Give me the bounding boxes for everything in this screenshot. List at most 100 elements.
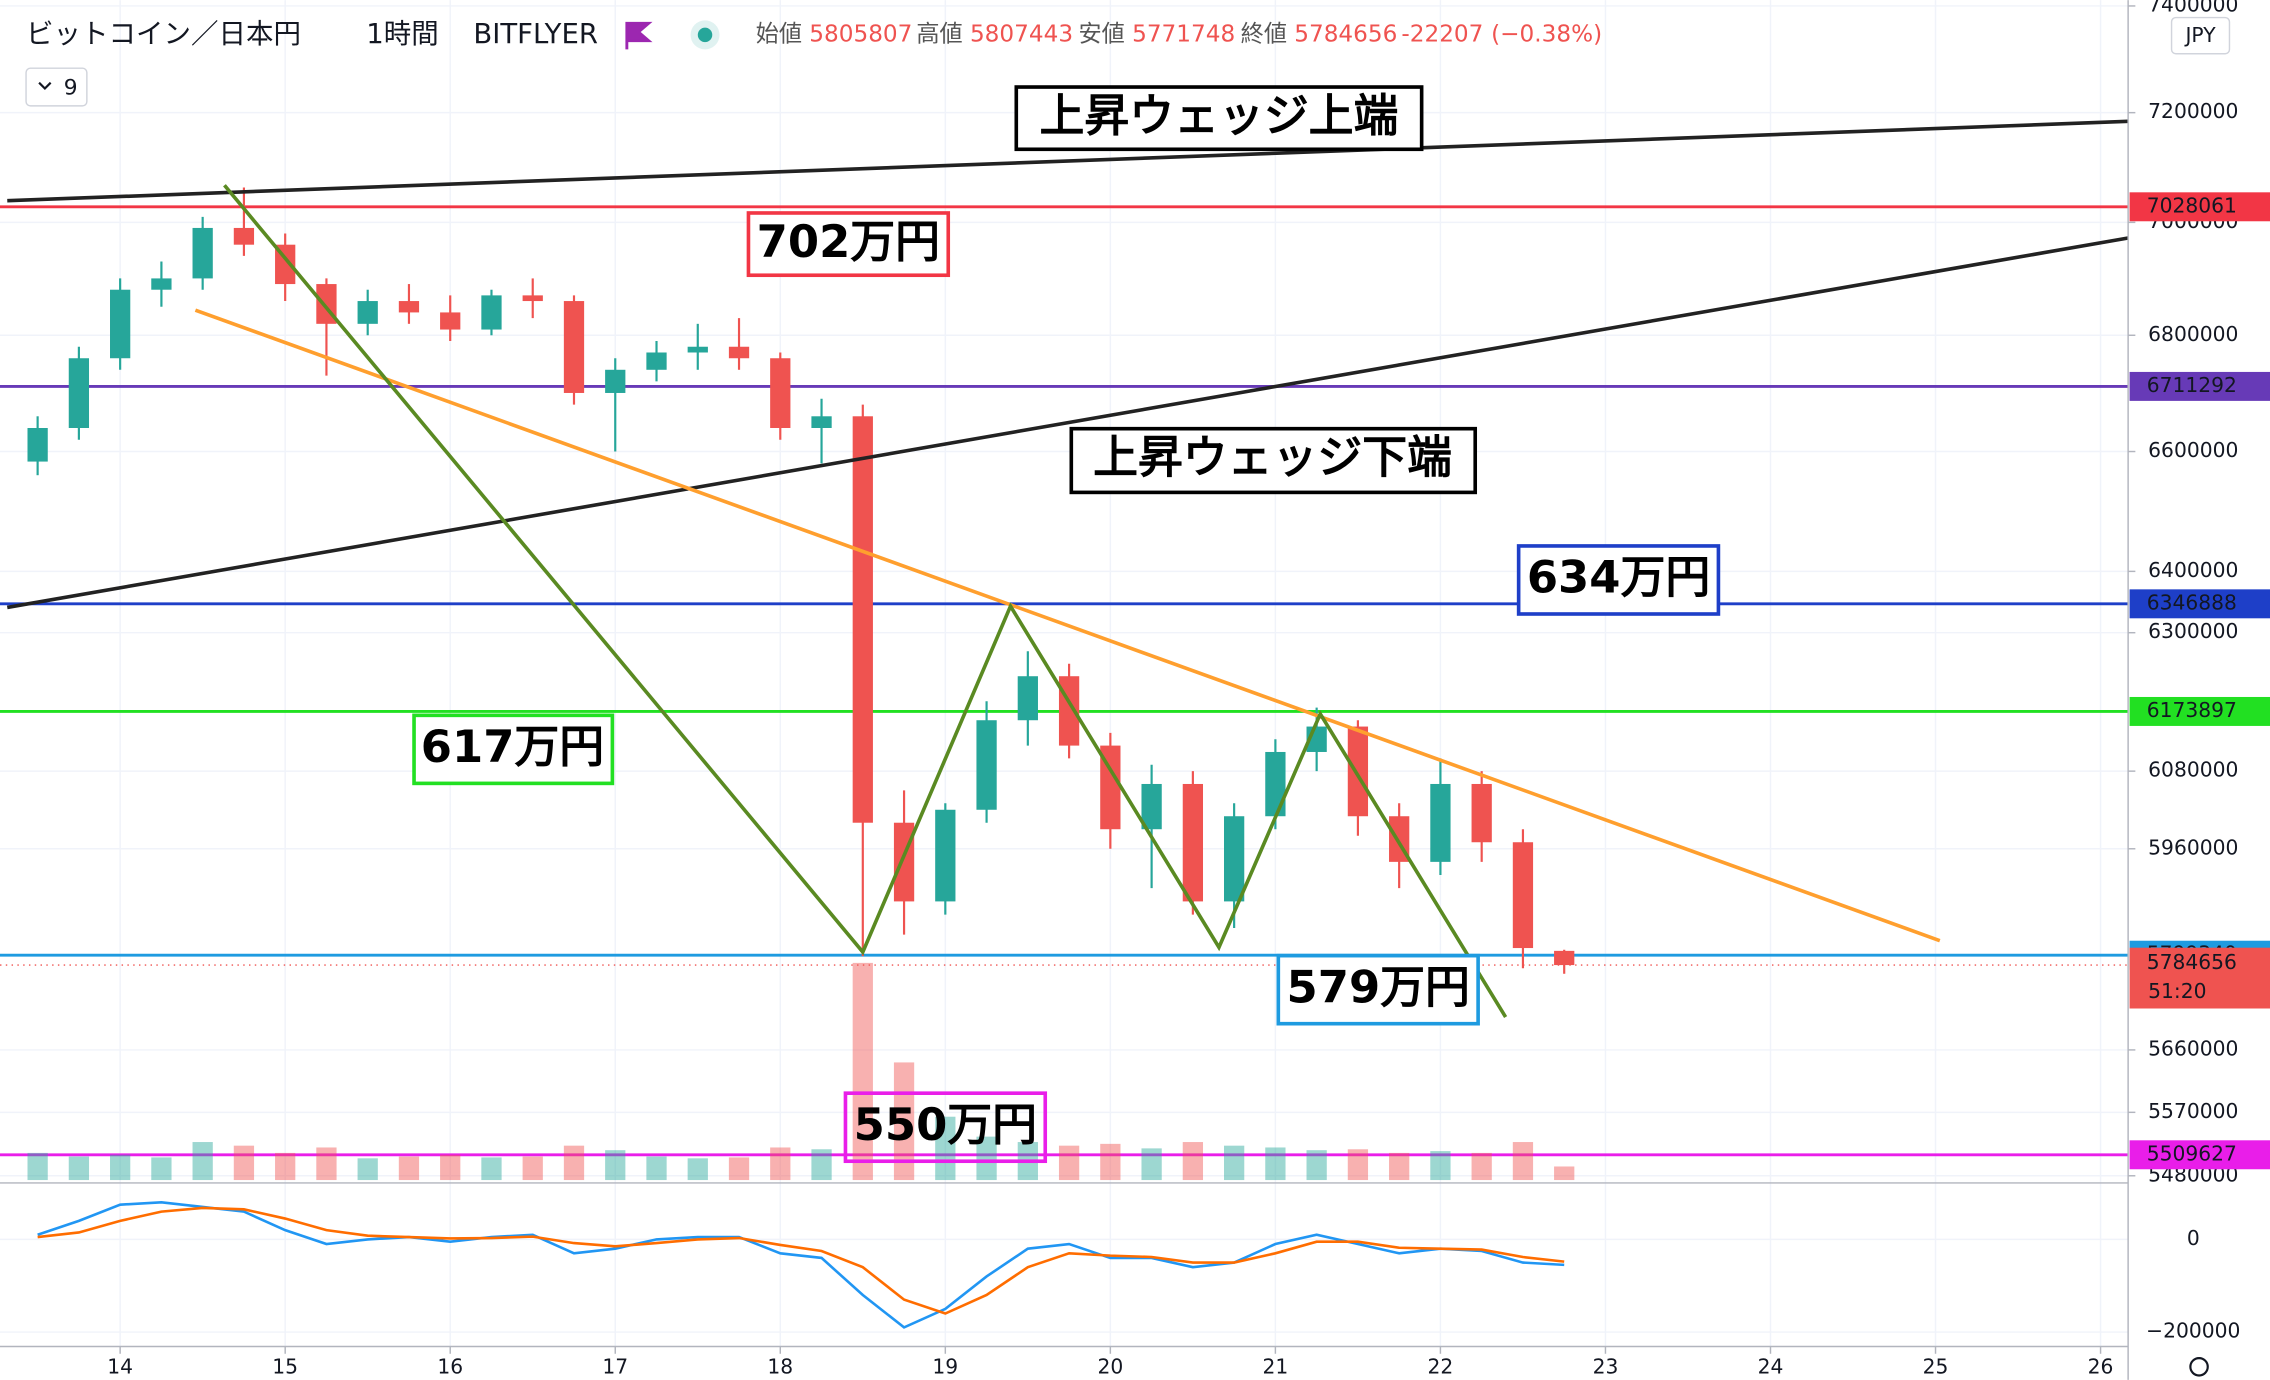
volume-bar (1554, 1166, 1575, 1181)
ohlc-label: 始値 (756, 21, 802, 47)
trendline (6, 236, 2129, 610)
annotation: 579万円 (1287, 960, 1470, 1013)
settings-icon[interactable] (2189, 1357, 2209, 1377)
price-level-label: 6346888 (2147, 590, 2237, 614)
volume-bar (275, 1152, 296, 1181)
volume-bar (1265, 1147, 1286, 1181)
candle-body (811, 416, 832, 428)
volume-bar (192, 1142, 213, 1181)
price-level-tag (2129, 696, 2270, 726)
y-tick-label: 5660000 (2148, 1036, 2238, 1060)
indicator-toggle[interactable] (25, 67, 88, 107)
macd-pane (37, 1201, 1565, 1329)
volume-bar (233, 1145, 255, 1181)
candle-body (1182, 783, 1204, 902)
candle-body (192, 227, 213, 279)
volume-bar (316, 1147, 337, 1181)
price-level-label: 6173897 (2147, 698, 2237, 722)
candle-body (728, 346, 750, 359)
price-level-label: 7028061 (2147, 193, 2237, 217)
volume-bar (605, 1150, 626, 1181)
candle-body (852, 416, 873, 823)
candle-body (770, 358, 791, 428)
x-tick-label: 24 (1758, 1355, 1784, 1379)
candle-body (935, 809, 956, 902)
candle-body (68, 358, 90, 428)
candle-body (151, 278, 172, 290)
ohlc-label: 高値 (916, 21, 962, 47)
volume-bar (811, 1149, 832, 1181)
volume-bar (1182, 1142, 1204, 1181)
trendline (223, 184, 1508, 1018)
volume-bar (1223, 1145, 1245, 1181)
candle-body (1141, 783, 1162, 830)
volume-bar (357, 1158, 378, 1181)
symbol: ビットコイン／日本円 (26, 18, 301, 50)
x-tick-label: 16 (437, 1355, 463, 1379)
candles (27, 187, 1575, 974)
volume-bar (1100, 1143, 1121, 1181)
price-level-tag (2129, 1140, 2270, 1170)
x-tick-label: 25 (1923, 1355, 1949, 1379)
volume-bar (728, 1157, 750, 1181)
candle-body (1100, 745, 1121, 830)
annotation-box (1276, 953, 1480, 1026)
status-dot (697, 27, 713, 43)
y-tick-label: 5570000 (2148, 1099, 2238, 1123)
candle-body (1430, 783, 1451, 862)
y-tick-label: 6300000 (2148, 619, 2238, 643)
x-tick-label: 23 (1593, 1355, 1619, 1379)
x-tick-label: 17 (602, 1355, 628, 1379)
ohlc-value: 5807443 (970, 21, 1073, 47)
last-price-tag (2129, 947, 2270, 1009)
candle-body (1223, 816, 1245, 902)
macd-line (37, 1201, 1565, 1329)
y-tick-label: 6600000 (2148, 438, 2238, 462)
annotation-box (1014, 85, 1424, 152)
last-price-label: 5784656 (2147, 950, 2237, 974)
volume-bar (1471, 1152, 1492, 1181)
volume-bar (935, 1116, 956, 1181)
volume-bar (852, 962, 873, 1181)
x-tick-label: 21 (1262, 1355, 1288, 1379)
x-tick-label: 15 (272, 1355, 298, 1379)
volume-bar (1141, 1148, 1162, 1181)
ohlc-value: 5784656 (1294, 21, 1397, 47)
ohlc-label: 終値 (1241, 21, 1287, 47)
currency-box[interactable] (2170, 16, 2231, 55)
chevron (38, 81, 52, 91)
volume-bar (440, 1154, 461, 1181)
volume-bar (110, 1154, 131, 1181)
y-tick-label: −200000 (2146, 1319, 2240, 1343)
volume-bar (976, 1136, 997, 1181)
candle-body (1471, 783, 1492, 843)
candle-body (605, 369, 626, 393)
volume-bar (27, 1152, 48, 1181)
annotation-box (1069, 426, 1478, 495)
candle-body (110, 289, 131, 359)
annotation-box (1516, 544, 1721, 616)
countdown: 51:20 (2148, 979, 2206, 1003)
candle-body (646, 352, 667, 370)
annotation-box (412, 713, 615, 786)
annotation: 634万円 (1527, 551, 1710, 604)
x-tick-label: 19 (932, 1355, 958, 1379)
annotation: 702万円 (757, 215, 940, 268)
volume-bar (563, 1145, 585, 1181)
volume-bar (1058, 1145, 1080, 1181)
volume-bar (687, 1158, 708, 1181)
candle-body (687, 346, 708, 353)
exchange: BITFLYER (473, 18, 598, 50)
volume-bar (481, 1157, 502, 1181)
candle-body (976, 720, 997, 810)
candle-body (1347, 726, 1369, 817)
y-tick-label: 5960000 (2148, 835, 2238, 859)
y-tick-label: 6400000 (2148, 558, 2238, 582)
ohlc-label: 安値 (1079, 21, 1125, 47)
x-tick-label: 20 (1097, 1355, 1123, 1379)
candle-body (233, 227, 255, 245)
volume-bar (1430, 1151, 1451, 1181)
volume-bar (646, 1156, 667, 1181)
